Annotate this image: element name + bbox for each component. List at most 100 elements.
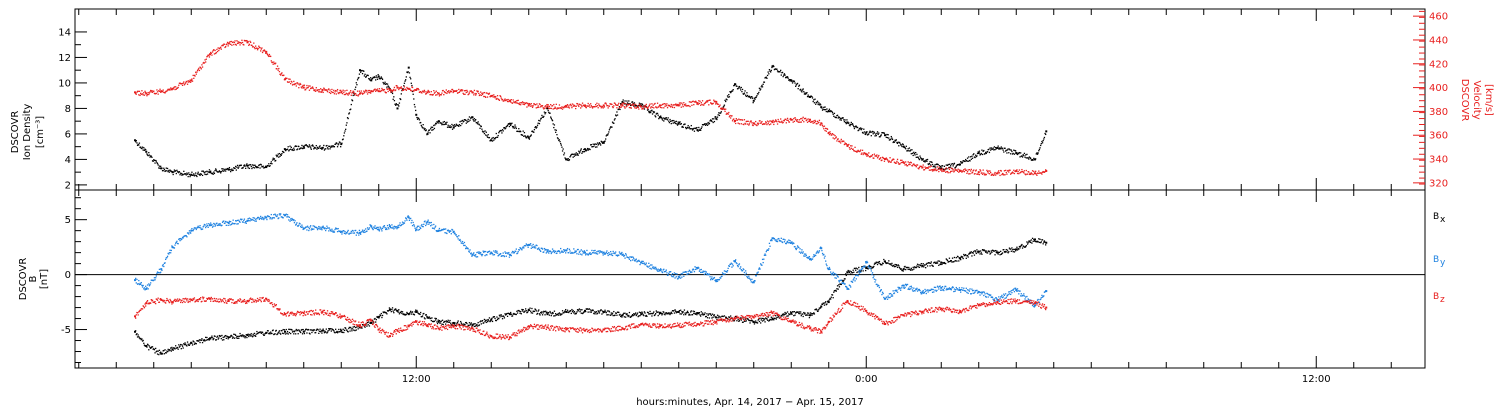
trace-dot [182, 237, 184, 239]
trace-dot [468, 322, 471, 324]
trace-dot [799, 313, 801, 315]
trace-dot [660, 104, 662, 106]
trace-dot [938, 165, 941, 167]
trace-dot [840, 119, 842, 121]
trace-dot [147, 91, 149, 94]
trace-dot [143, 344, 146, 346]
trace-dot [468, 92, 471, 94]
trace-dot [314, 89, 316, 91]
trace-dot [449, 319, 451, 322]
trace-dot [635, 312, 637, 314]
trace-dot [840, 283, 842, 286]
trace-dot [938, 166, 941, 169]
trace-dot [751, 319, 753, 321]
trace-dot [980, 152, 982, 155]
trace-dot [398, 105, 400, 107]
data-point [602, 104, 605, 107]
trace-dot [859, 150, 861, 152]
trace-dot [1025, 157, 1027, 159]
trace-dot [861, 149, 864, 151]
trace-dot [685, 103, 687, 105]
trace-dot [815, 308, 817, 310]
trace-dot [991, 251, 993, 253]
trace-dot [611, 313, 613, 316]
trace-dot [759, 317, 761, 319]
trace-dot [510, 99, 512, 101]
trace-dot [579, 103, 581, 106]
trace-dot [486, 135, 488, 137]
trace-dot [766, 74, 769, 77]
trace-dot [585, 107, 587, 109]
trace-dot [400, 98, 402, 101]
trace-dot [310, 329, 312, 331]
trace-dot [981, 253, 983, 255]
trace-dot [536, 313, 538, 315]
trace-dot [996, 147, 998, 149]
trace-dot [253, 219, 255, 221]
trace-dot [163, 167, 165, 169]
trace-dot [237, 167, 239, 169]
trace-dot [663, 107, 665, 109]
trace-dot [1038, 241, 1041, 244]
trace-dot [754, 98, 756, 100]
trace-dot [373, 76, 375, 79]
trace-dot [594, 106, 596, 108]
trace-dot [706, 101, 709, 103]
trace-dot [925, 160, 927, 162]
trace-dot [486, 321, 489, 323]
trace-dot [827, 300, 829, 302]
trace-dot [290, 146, 292, 149]
trace-dot [170, 87, 172, 89]
trace-dot [240, 164, 242, 166]
trace-dot [515, 102, 517, 104]
trace-dot [546, 311, 548, 313]
trace-dot [773, 319, 775, 321]
data-point [509, 122, 511, 125]
trace-dot [766, 77, 768, 80]
trace-dot [972, 252, 974, 254]
trace-dot [853, 125, 855, 128]
trace-dot [266, 218, 268, 221]
trace-dot [316, 89, 319, 92]
trace-dot [522, 309, 524, 311]
trace-dot [901, 159, 903, 161]
trace-dot [426, 133, 428, 136]
trace-dot [563, 152, 566, 154]
trace-dot [281, 332, 284, 334]
trace-dot [400, 86, 402, 88]
trace-dot [278, 152, 281, 155]
trace-dot [290, 219, 292, 221]
trace-dot [981, 149, 983, 151]
trace-dot [478, 94, 481, 97]
trace-dot [231, 222, 234, 224]
trace-dot [673, 104, 675, 106]
trace-dot [255, 333, 257, 335]
trace-dot [155, 160, 157, 162]
trace-dot [699, 128, 701, 131]
trace-dot [364, 73, 366, 75]
trace-dot [740, 89, 742, 91]
trace-dot [1020, 152, 1022, 154]
trace-dot [953, 261, 955, 263]
trace-dot [171, 170, 173, 173]
trace-dot [297, 225, 299, 227]
data-point [809, 314, 811, 317]
trace-dot [691, 128, 693, 130]
trace-dot [946, 259, 948, 261]
trace-dot [1038, 170, 1040, 172]
trace-dot [488, 317, 491, 319]
trace-dot [911, 152, 914, 154]
trace-dot [705, 123, 707, 125]
trace-dot [463, 93, 465, 95]
trace-dot [323, 87, 325, 89]
trace-dot [420, 124, 422, 127]
trace-dot [916, 263, 919, 265]
trace-dot [308, 227, 311, 230]
density-tick-label: 10 [58, 78, 71, 89]
trace-dot [455, 125, 457, 127]
trace-dot [733, 118, 735, 120]
trace-dot [650, 107, 652, 109]
trace-dot [997, 171, 999, 173]
trace-dot [885, 158, 887, 161]
